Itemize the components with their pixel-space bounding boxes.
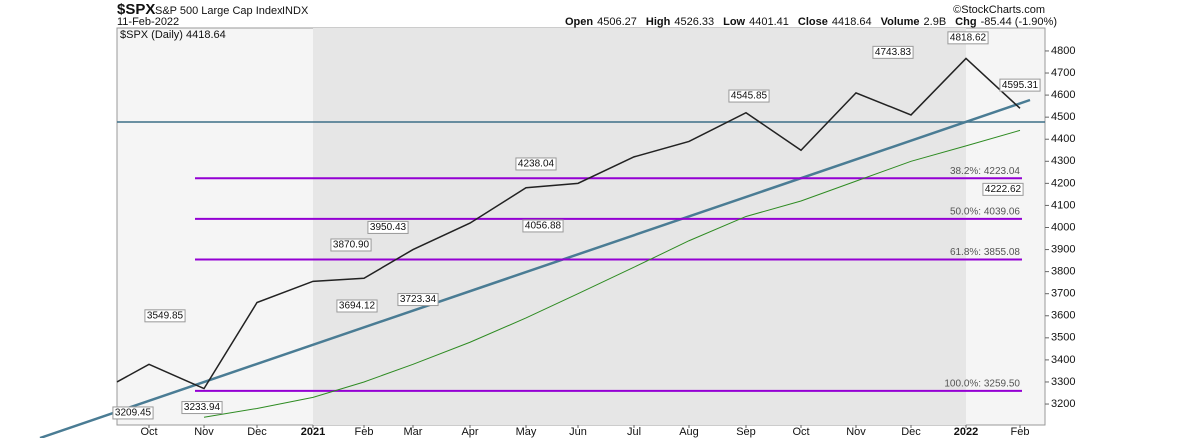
x-tick-label: Oct xyxy=(140,426,157,438)
y-tick-label: 3700 xyxy=(1051,288,1075,300)
y-tick-label: 3400 xyxy=(1051,354,1075,366)
annotation-box xyxy=(982,182,1024,196)
stat-label: Volume xyxy=(881,16,920,28)
annotation-box xyxy=(728,89,770,103)
y-tick-label: 3600 xyxy=(1051,310,1075,322)
annotation: 4743.83 xyxy=(875,47,912,58)
stat-value: 4526.33 xyxy=(674,16,714,28)
x-tick-label: Oct xyxy=(792,426,809,438)
annotation-box xyxy=(367,220,409,234)
stat-label: Close xyxy=(798,16,828,28)
y-tick-label: 4400 xyxy=(1051,133,1075,145)
annotation-box xyxy=(999,78,1041,92)
y-tick-label: 4300 xyxy=(1051,155,1075,167)
annotation-box xyxy=(397,293,439,307)
stat-label: Open xyxy=(565,16,593,28)
annotation: 3723.34 xyxy=(400,294,437,305)
x-tick-label: Nov xyxy=(194,426,214,438)
price-line xyxy=(203,129,1021,418)
annotation: 4238.04 xyxy=(518,159,555,170)
stat-value: 2.9B xyxy=(924,16,947,28)
y-tick-label: 4000 xyxy=(1051,221,1075,233)
y-tick-label: 4200 xyxy=(1051,177,1075,189)
x-tick-label: Feb xyxy=(1011,426,1030,438)
fib-label: 50.0%: 4039.06 xyxy=(950,207,1020,218)
y-tick-label: 4500 xyxy=(1051,111,1075,123)
annotation: 3549.85 xyxy=(147,310,184,321)
year-band xyxy=(313,28,966,425)
annotation: 3233.94 xyxy=(184,402,221,413)
y-tick-label: 3800 xyxy=(1051,266,1075,278)
x-tick-label: Feb xyxy=(355,426,374,438)
credit: ©StockCharts.com xyxy=(953,4,1045,16)
y-tick-label: 4700 xyxy=(1051,67,1075,79)
y-tick-label: 4100 xyxy=(1051,199,1075,211)
y-tick-label: 3300 xyxy=(1051,376,1075,388)
annotation-box xyxy=(112,406,154,420)
x-tick-label: Dec xyxy=(247,426,267,438)
fib-label: 38.2%: 4223.04 xyxy=(950,166,1020,177)
stat-label: Chg xyxy=(955,16,976,28)
index-name: S&P 500 Large Cap Index xyxy=(155,5,283,17)
annotation: 4595.31 xyxy=(1002,80,1039,91)
x-tick-label: Apr xyxy=(461,426,478,438)
stat-label: High xyxy=(646,16,671,28)
stat-value: -85.44 (-1.90%) xyxy=(981,16,1057,28)
date: 11-Feb-2022 xyxy=(117,16,179,28)
annotation: 3950.43 xyxy=(370,222,407,233)
x-tick-label: Nov xyxy=(846,426,866,438)
annotation-box xyxy=(515,157,557,171)
x-tick-label: May xyxy=(516,426,537,438)
annotation-box xyxy=(330,238,372,252)
x-tick-label: Sep xyxy=(736,426,756,438)
y-tick-label: 4600 xyxy=(1051,89,1075,101)
x-tick-label: 2022 xyxy=(954,426,978,438)
stat-value: 4418.64 xyxy=(832,16,872,28)
annotation-box xyxy=(872,45,914,59)
fib-label: 100.0%: 3259.50 xyxy=(944,379,1020,390)
annotation: 4222.62 xyxy=(985,184,1022,195)
annotation: 3209.45 xyxy=(115,408,152,419)
exchange: INDX xyxy=(282,5,309,17)
legend: $SPX (Daily) 4418.64 xyxy=(120,29,226,41)
trend-line xyxy=(39,98,1031,438)
annotation-box xyxy=(181,401,223,415)
annotation: 4056.88 xyxy=(525,221,562,232)
x-tick-label: Mar xyxy=(404,426,423,438)
x-tick-label: Dec xyxy=(901,426,921,438)
annotation-box xyxy=(947,31,989,45)
symbol: $SPX xyxy=(117,1,155,18)
y-tick-label: 3900 xyxy=(1051,243,1075,255)
y-tick-label: 3200 xyxy=(1051,398,1075,410)
annotation: 3694.12 xyxy=(339,301,376,312)
price-line xyxy=(116,57,1021,390)
stat-value: 4401.41 xyxy=(749,16,789,28)
x-tick-label: Jul xyxy=(627,426,641,438)
y-tick-label: 4800 xyxy=(1051,45,1075,57)
x-tick-label: Jun xyxy=(569,426,587,438)
y-tick-label: 3500 xyxy=(1051,332,1075,344)
annotation: 4545.85 xyxy=(731,91,768,102)
stat-value: 4506.27 xyxy=(597,16,637,28)
x-tick-label: Aug xyxy=(679,426,699,438)
x-tick-label: 2021 xyxy=(301,426,325,438)
annotation-box xyxy=(144,309,186,323)
annotation: 3870.90 xyxy=(333,240,370,251)
stat-label: Low xyxy=(723,16,745,28)
annotation-box xyxy=(522,219,564,233)
fib-label: 61.8%: 3855.08 xyxy=(950,247,1020,258)
annotation-box xyxy=(336,299,378,313)
annotation: 4818.62 xyxy=(950,32,987,43)
